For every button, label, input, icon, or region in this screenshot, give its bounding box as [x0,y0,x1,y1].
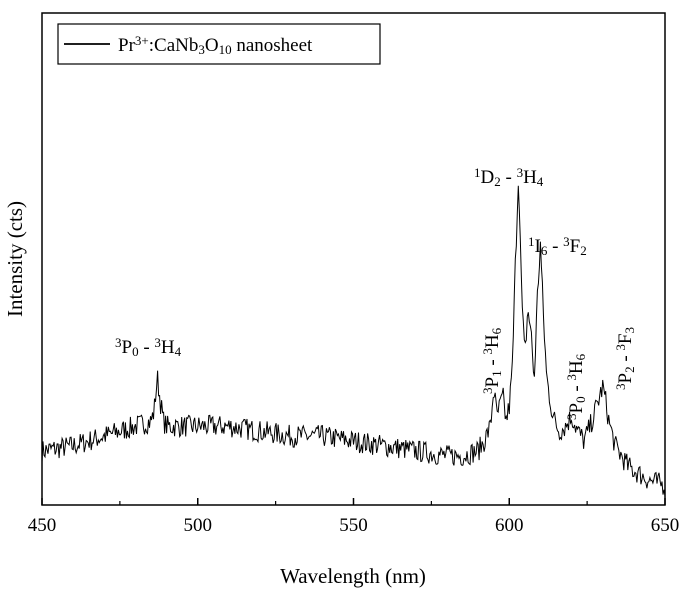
legend-box [57,23,381,65]
x-tick-label: 650 [651,515,680,536]
plot-frame [41,12,666,506]
transition-annotations: 3P0 - 3H4 1D2 - 3H4 1I6 - 3F2 3P1 - 3H6 3P0 … [115,165,637,420]
transition-label: 3P1 - 3H6 [480,327,504,394]
x-axis: 450 500 550 600 650 [28,498,680,536]
x-tick-label: 450 [28,515,57,536]
legend: Pr3+:CaNb3O10 nanosheet [57,23,381,65]
legend-entry-label: Pr3+:CaNb3O10 nanosheet [118,33,313,57]
transition-label: 1D2 - 3H4 [474,165,544,189]
transition-label: 3P2 - 3F3 [613,327,637,390]
y-axis-label: Intensity (cts) [3,201,27,317]
transition-label: 1I6 - 3F2 [528,234,587,258]
x-axis-label: Wavelength (nm) [280,564,426,588]
transition-label: 3P0 - 3H4 [115,335,182,359]
x-tick-label: 500 [184,515,213,536]
series-line [41,185,666,496]
x-tick-label: 600 [495,515,524,536]
transition-label: 3P0 - 3H6 [564,353,588,420]
x-tick-label: 550 [339,515,368,536]
